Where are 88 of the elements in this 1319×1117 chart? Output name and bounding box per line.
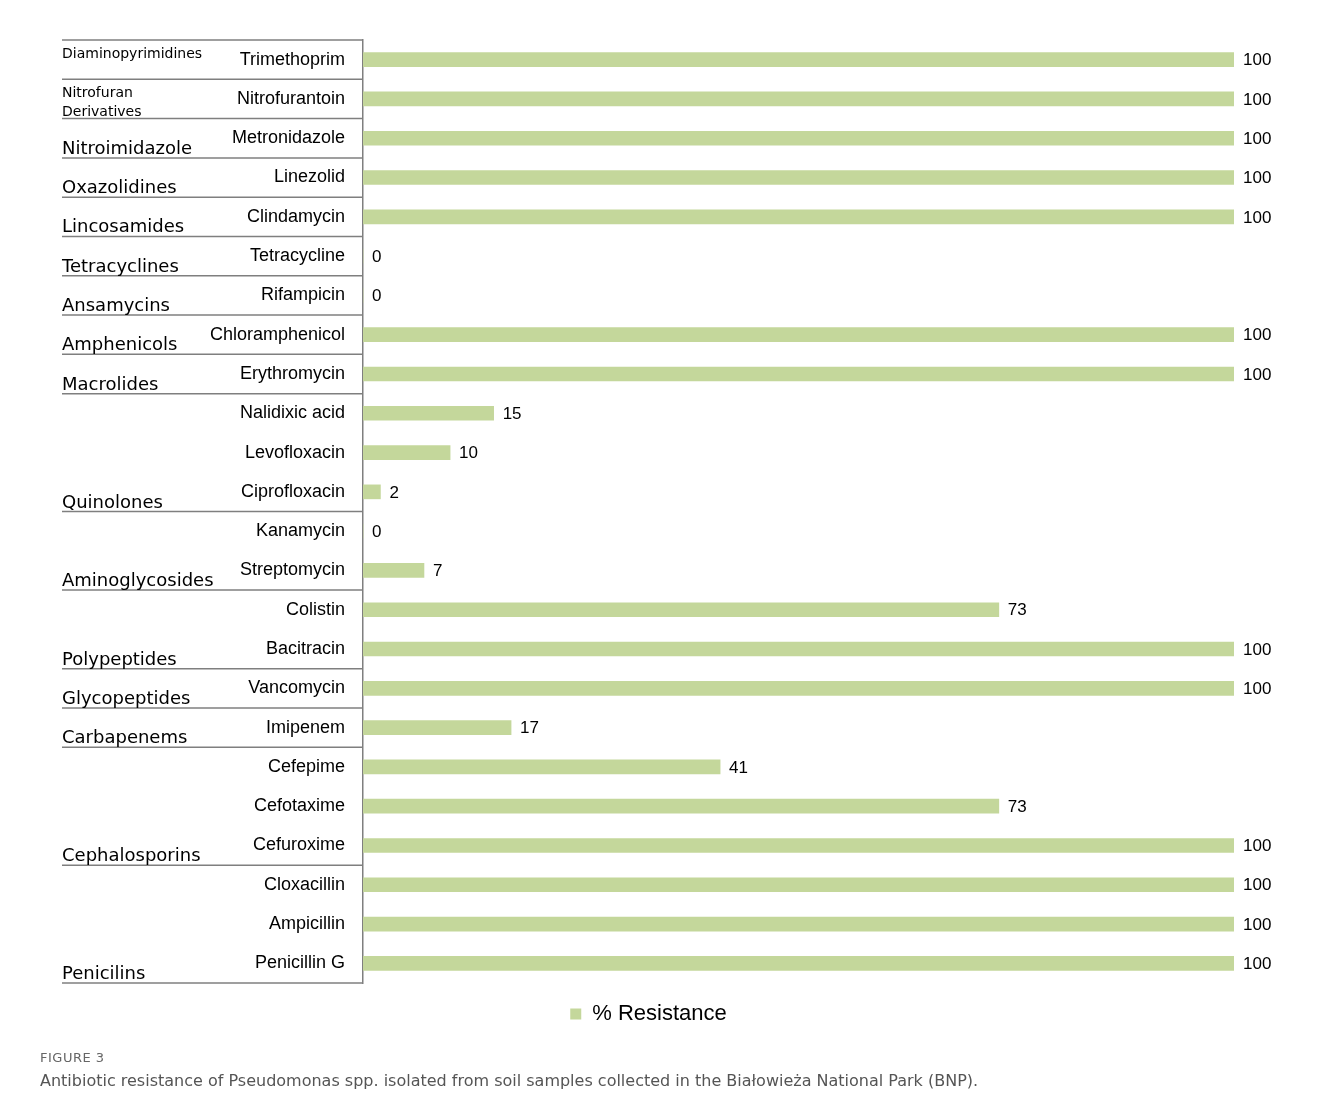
data-label: 100 — [1243, 679, 1272, 698]
y2-tick-label: Quinolones — [62, 490, 163, 512]
bar — [363, 366, 1234, 382]
bar — [363, 798, 1000, 814]
y2-tick-label: Aminoglycosides — [62, 569, 214, 591]
y-tick-label: Vancomycin — [248, 677, 345, 698]
y-tick-label: Cefotaxime — [253, 795, 345, 816]
bar — [363, 405, 494, 421]
bar — [363, 641, 1234, 657]
bar — [363, 720, 512, 735]
data-label: 73 — [1007, 796, 1027, 816]
data-label: 100 — [1243, 207, 1272, 227]
data-label: 17 — [520, 718, 539, 738]
bar — [363, 91, 1234, 107]
y-tick-label: Cefepime — [267, 755, 345, 776]
y-tick-label: Tetracycline — [249, 245, 345, 266]
bar — [363, 602, 1000, 618]
y2-tick-label: Ansamycins — [62, 294, 170, 316]
y2-tick-label: Lincosamides — [62, 215, 185, 237]
y-tick-label: Ciprofloxacin — [240, 480, 345, 501]
bar — [363, 563, 425, 578]
y-tick-label: Bacitracin — [265, 637, 345, 658]
y2-tick-label: Diaminopyrimidines — [62, 44, 203, 61]
y2-tick-label: Carbapenems — [62, 726, 188, 748]
y-tick-label: Cloxacillin — [263, 873, 345, 894]
bar — [363, 877, 1234, 893]
y2-tick-label: Polypeptides — [62, 647, 177, 669]
data-label: 100 — [1243, 89, 1272, 109]
data-label: 0 — [372, 246, 382, 266]
y2-tick-label: Macrolides — [62, 372, 159, 394]
y-tick-label: Levofloxacin — [244, 441, 345, 462]
text: FIGURE 3 — [40, 1050, 106, 1065]
bar — [363, 327, 1234, 343]
bar — [363, 680, 1234, 696]
bar — [363, 916, 1234, 932]
data-label: 0 — [372, 521, 382, 541]
data-label: 100 — [1243, 914, 1272, 934]
bar — [363, 209, 1234, 225]
y2-tick-label: Tetracyclines — [61, 254, 179, 276]
bar — [363, 838, 1234, 853]
y-tick-label: Nalidixic acid — [239, 402, 345, 423]
data-label: 0 — [372, 286, 382, 306]
y2-tick-label: Cephalosporins — [62, 844, 201, 866]
data-label: 100 — [1243, 168, 1272, 188]
text: Antibiotic resistance of Pseudomonas spp. isolated from soil samples collected in the Białowieża National Park (BNP). — [40, 1071, 980, 1090]
y-tick-label: Nitrofurantoin — [236, 87, 345, 108]
bar — [363, 484, 381, 500]
y-tick-label: Ampicillin — [268, 913, 345, 934]
legend-label: % Resistance — [592, 1000, 727, 1026]
data-label: 41 — [729, 757, 749, 777]
data-label: 100 — [1243, 50, 1272, 70]
data-label: 2 — [389, 482, 399, 502]
y-tick-label: Metronidazole — [231, 127, 345, 148]
bar — [363, 759, 721, 775]
y-tick-label: Colistin — [285, 598, 345, 619]
data-label: 100 — [1243, 954, 1272, 974]
y-tick-label: Kanamycin — [255, 520, 345, 541]
y2-tick-label: Nitroimidazole — [62, 136, 193, 158]
bar — [363, 956, 1234, 971]
y-tick-label: Rifampicin — [260, 284, 345, 305]
y-tick-label: Trimethoprim — [239, 48, 345, 69]
data-label: 100 — [1243, 325, 1272, 345]
y2-tick-label: Glycopeptides — [62, 686, 191, 708]
data-label: 100 — [1243, 128, 1272, 148]
data-label: 73 — [1007, 600, 1027, 620]
y2-tick-label: Nitrofuran Derivatives — [62, 83, 142, 119]
y2-tick-label: Oxazolidines — [62, 176, 177, 198]
y-tick-label: Chloramphenicol — [209, 323, 345, 344]
y-tick-label: Linezolid — [273, 166, 345, 187]
y-tick-label: Penicillin G — [254, 952, 345, 973]
bar — [363, 445, 451, 460]
y2-tick-label: Penicilins — [62, 962, 146, 983]
y2-tick-label: Amphenicols — [62, 333, 178, 355]
data-label: 7 — [432, 561, 443, 581]
y-tick-label: Clindamycin — [246, 205, 345, 226]
data-label: 10 — [459, 443, 479, 463]
bar — [363, 52, 1234, 67]
y-tick-label: Cefuroxime — [252, 834, 345, 855]
data-label: 100 — [1243, 364, 1272, 384]
y-tick-label: Erythromycin — [239, 362, 345, 383]
data-label: 100 — [1243, 639, 1272, 659]
bar — [363, 130, 1234, 146]
data-label: 15 — [502, 403, 522, 423]
y-tick-label: Streptomycin — [239, 559, 345, 580]
data-label: 100 — [1243, 875, 1272, 895]
bar — [363, 170, 1234, 185]
data-label: 100 — [1243, 836, 1272, 856]
y-tick-label: Imipenem — [265, 716, 345, 737]
